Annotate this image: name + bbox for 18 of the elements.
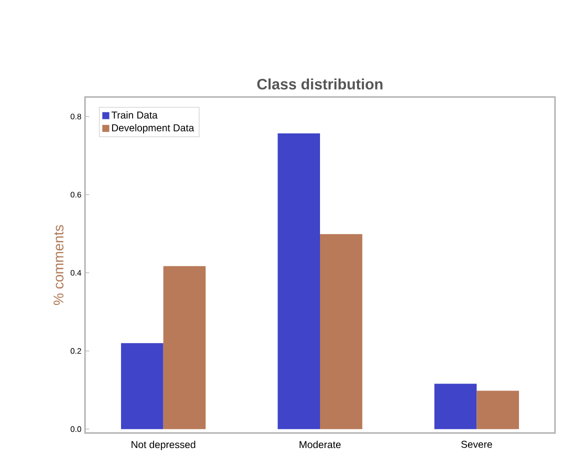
y-tick-label: 0.4 [70, 270, 82, 276]
y-axis-title: % comments [54, 225, 64, 305]
bar [163, 266, 206, 430]
y-tick-label: 0.2 [70, 348, 82, 354]
bar [320, 234, 362, 430]
y-tick-label: 0.8 [70, 114, 82, 120]
x-tick-label: Severe [461, 440, 492, 448]
bar [278, 133, 320, 430]
chart-title: Class distribution [257, 78, 382, 90]
x-tick-label: Moderate [300, 440, 341, 448]
bar [121, 343, 164, 430]
bar [476, 390, 519, 430]
legend-label: Train Data [112, 111, 158, 119]
bar [434, 384, 477, 430]
legend-label: Development Data [112, 124, 194, 134]
y-tick-label: 0.6 [70, 192, 82, 198]
y-tick-label: 0.0 [70, 426, 82, 432]
x-tick-label: Not depressed [132, 440, 196, 450]
